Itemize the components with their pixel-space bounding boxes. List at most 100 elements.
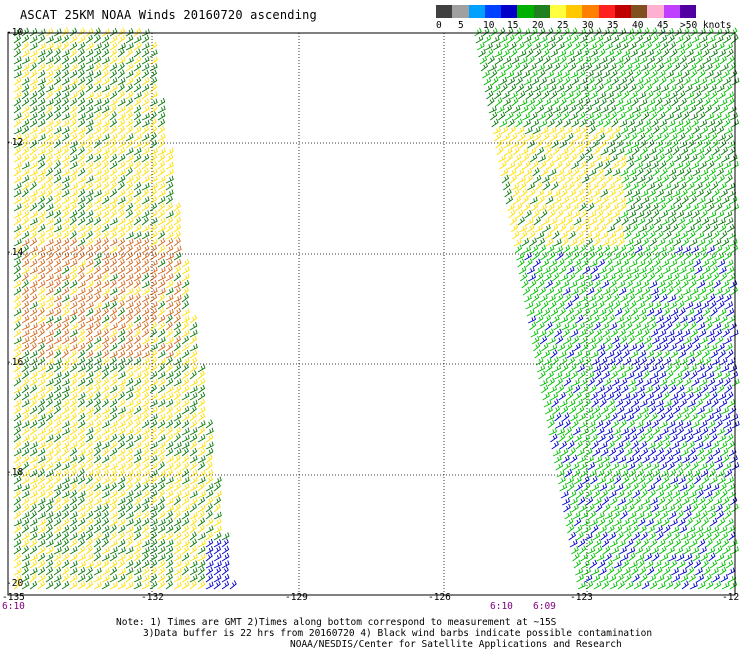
wind-barb [197, 377, 206, 387]
wind-barb [109, 462, 118, 471]
wind-barb [213, 560, 222, 569]
wind-barb [141, 482, 150, 492]
wind-barb [589, 42, 597, 51]
wind-barb [704, 448, 713, 457]
wind-barb [622, 349, 630, 359]
wind-barb [677, 518, 686, 527]
wind-barb [673, 195, 682, 205]
wind-barb [69, 104, 78, 114]
wind-barb [29, 181, 37, 191]
wind-barb [587, 161, 595, 170]
wind-barb [639, 356, 648, 366]
wind-barb [85, 76, 93, 86]
wind-barb [125, 335, 134, 345]
wind-barb [37, 90, 45, 100]
wind-barb [651, 76, 659, 86]
wind-barb [711, 483, 720, 492]
wind-barb [141, 175, 150, 184]
wind-barb [645, 560, 654, 569]
wind-barb [93, 181, 102, 191]
wind-barb [61, 196, 70, 205]
wind-barb [576, 273, 585, 282]
wind-barb [53, 35, 62, 44]
wind-barb [149, 566, 158, 576]
wind-barb [61, 245, 70, 254]
wind-barb [117, 154, 126, 163]
wind-barb [197, 573, 206, 583]
wind-barb [716, 510, 724, 520]
wind-barb [149, 510, 158, 520]
wind-barb [37, 174, 46, 184]
wind-barb [597, 300, 605, 310]
wind-barb [592, 405, 601, 415]
wind-barb [37, 133, 46, 142]
wind-barb [37, 230, 46, 240]
wind-barb [21, 286, 29, 296]
wind-barb [69, 476, 78, 485]
wind-barb [133, 76, 142, 86]
wind-barb [45, 343, 54, 352]
wind-barb [589, 384, 597, 394]
wind-barb [678, 223, 687, 233]
wind-barb [205, 546, 214, 555]
wind-barb [525, 133, 534, 142]
wind-barb [610, 328, 618, 338]
wind-barb [662, 266, 671, 275]
wind-barb [181, 447, 189, 457]
wind-barb [69, 567, 78, 576]
wind-barb [603, 503, 611, 513]
wind-barb [562, 412, 570, 422]
wind-barb [117, 553, 126, 562]
wind-barb [53, 322, 62, 331]
wind-barb [656, 230, 664, 240]
wind-barb [654, 307, 663, 317]
wind-barb [644, 167, 652, 177]
wind-barb [671, 398, 679, 408]
wind-barb [654, 475, 662, 485]
wind-barb [141, 224, 150, 233]
wind-barb [673, 279, 681, 289]
wind-barb [85, 105, 94, 114]
wind-barb [85, 322, 94, 331]
wind-barb [519, 56, 528, 65]
wind-barb [669, 216, 677, 226]
wind-barb [125, 28, 134, 37]
wind-barb [540, 251, 548, 261]
wind-barb [662, 307, 670, 317]
wind-barb [181, 266, 190, 275]
swath-time: 6:10 [2, 601, 25, 612]
wind-barb [85, 259, 94, 268]
wind-barb [668, 210, 677, 219]
wind-barb [538, 329, 547, 338]
wind-barb [45, 511, 54, 520]
wind-barb [672, 105, 681, 114]
wind-barb [165, 580, 173, 590]
wind-barb [508, 83, 517, 93]
wind-barb [69, 482, 78, 492]
wind-barb [636, 126, 645, 135]
wind-barb [93, 329, 102, 338]
wind-barb [647, 314, 656, 324]
wind-barb [610, 27, 618, 37]
wind-barb [587, 420, 596, 429]
wind-barb [661, 560, 670, 569]
wind-barb [69, 511, 78, 520]
wind-barb [595, 76, 603, 86]
wind-barb [109, 287, 118, 296]
wind-barb [157, 189, 166, 198]
wind-barb [165, 153, 174, 163]
wind-barb [13, 321, 21, 331]
wind-barb [181, 441, 190, 450]
wind-barb [719, 441, 728, 450]
wind-barb [197, 426, 205, 436]
wind-barb [77, 398, 85, 408]
wind-barb [181, 517, 190, 527]
wind-barb [53, 266, 62, 275]
wind-barb [687, 440, 695, 450]
wind-barb [157, 237, 166, 247]
wind-barb [45, 181, 53, 191]
wind-barb [567, 181, 575, 191]
wind-barb [662, 349, 670, 359]
wind-barb [516, 83, 525, 93]
wind-barb [37, 126, 46, 135]
